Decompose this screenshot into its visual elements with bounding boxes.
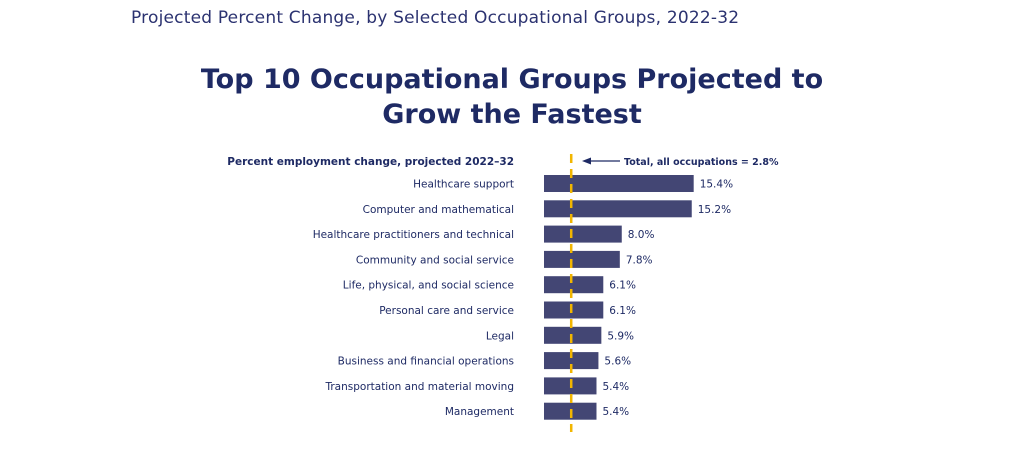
bar	[544, 200, 692, 218]
category-label: Community and social service	[356, 254, 514, 266]
category-label: Transportation and material moving	[324, 381, 514, 393]
chart-title: Top 10 Occupational Groups Projected to …	[0, 62, 1024, 132]
bar	[544, 250, 620, 268]
category-label: Business and financial operations	[338, 356, 514, 368]
reference-label: Total, all occupations = 2.8%	[624, 157, 779, 168]
chart-subtitle: Percent employment change, projected 202…	[227, 156, 514, 168]
value-label: 5.6%	[604, 356, 631, 368]
value-label: 15.4%	[700, 179, 733, 191]
bar	[544, 352, 599, 370]
value-label: 5.4%	[602, 406, 629, 418]
bar	[544, 301, 604, 319]
value-label: 5.9%	[607, 330, 634, 342]
bar	[544, 175, 694, 192]
chart-title-line-2: Grow the Fastest	[382, 99, 642, 130]
bars-layer: Healthcare support 15.4% Computer and math…	[313, 175, 733, 420]
chart-title-line-1: Top 10 Occupational Groups Projected to	[200, 64, 824, 95]
value-label: 6.1%	[609, 305, 636, 317]
page-header: Projected Percent Change, by Selected Oc…	[131, 8, 740, 28]
category-label: Healthcare practitioners and technical	[313, 229, 514, 241]
bar	[544, 326, 602, 344]
value-label: 5.4%	[602, 381, 629, 393]
bar	[544, 276, 604, 294]
category-label: Healthcare support	[413, 179, 514, 191]
value-label: 6.1%	[609, 280, 636, 292]
category-label: Computer and mathematical	[363, 204, 514, 216]
reference-arrow-head	[582, 157, 591, 165]
value-label: 8.0%	[628, 229, 655, 241]
category-label: Management	[445, 406, 514, 418]
category-label: Personal care and service	[379, 305, 514, 317]
value-label: 15.2%	[698, 204, 731, 216]
category-label: Life, physical, and social science	[343, 280, 514, 292]
value-label: 7.8%	[626, 254, 653, 266]
category-label: Legal	[486, 330, 514, 342]
bar	[544, 225, 622, 243]
